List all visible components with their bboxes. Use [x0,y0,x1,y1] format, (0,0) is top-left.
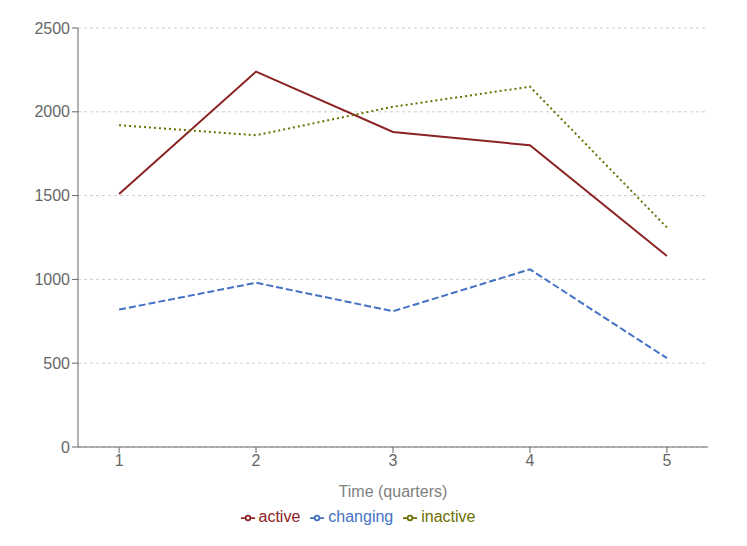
svg-text:3: 3 [389,452,398,469]
svg-text:Time (quarters): Time (quarters) [339,483,448,500]
svg-text:500: 500 [43,355,70,372]
svg-text:2000: 2000 [34,103,70,120]
svg-text:5: 5 [662,452,671,469]
html-text:active: active [258,508,301,525]
svg-text:4: 4 [526,452,535,469]
svg-text:0: 0 [61,439,70,456]
svg-text:2500: 2500 [34,20,70,37]
svg-text:1: 1 [115,452,124,469]
svg-text:2: 2 [252,452,261,469]
html-text:inactive: inactive [421,508,476,525]
svg-text:1000: 1000 [34,271,70,288]
html-text:changing: changing [328,508,394,525]
svg-text:1500: 1500 [34,187,70,204]
